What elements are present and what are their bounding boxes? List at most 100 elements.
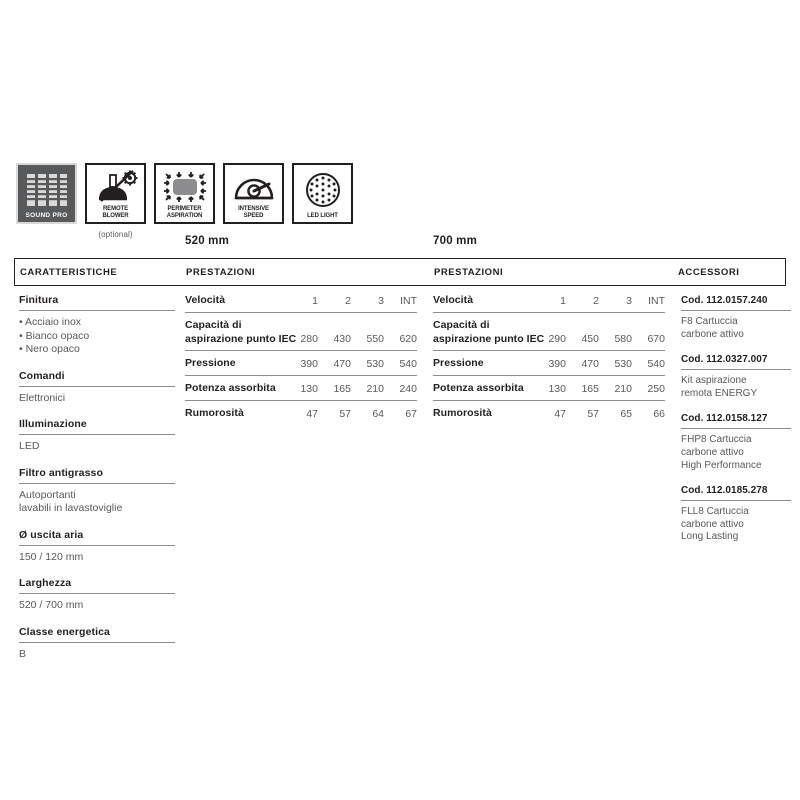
perf-value: 580 bbox=[614, 332, 632, 345]
column-accessori: Cod. 112.0157.240 F8 Cartuccia carbone a… bbox=[681, 294, 791, 556]
perf-label: Velocità bbox=[185, 294, 226, 306]
accessory-code: Cod. 112.0158.127 bbox=[681, 412, 791, 430]
perf-row-velocita: Velocità 1 2 3 INT bbox=[185, 294, 417, 313]
badge-label: REMOTE BLOWER bbox=[89, 206, 142, 220]
accessory-line: FLL8 Cartuccia bbox=[681, 506, 749, 518]
perf-value: 47 bbox=[554, 407, 566, 420]
perf-label: Potenza assorbita bbox=[433, 382, 524, 394]
perimeter-arrows-icon bbox=[158, 168, 211, 206]
width-caption-520: 520 mm bbox=[185, 235, 230, 247]
column-caratteristiche: Finitura • Acciaio inox • Bianco opaco •… bbox=[19, 294, 175, 674]
spec-line: • Acciaio inox bbox=[19, 316, 82, 328]
perf-value: 3 bbox=[378, 294, 384, 307]
perf-label: Potenza assorbita bbox=[185, 382, 276, 394]
spec-heading: Ø uscita aria bbox=[19, 529, 175, 546]
perf-value: 620 bbox=[399, 332, 417, 345]
badge-label: INTENSIVE SPEED bbox=[227, 206, 280, 220]
badge-optional-note: (optional) bbox=[98, 230, 133, 239]
accessory-code: Cod. 112.0157.240 bbox=[681, 294, 791, 311]
badge-led-light: LED LIGHT bbox=[292, 163, 353, 230]
accessory-line: carbone attivo bbox=[681, 446, 744, 458]
accessory-line: FHP8 Cartuccia bbox=[681, 434, 752, 446]
sound-pro-badge: SOUND PRO bbox=[16, 163, 77, 224]
perf-values: 1 2 3 INT bbox=[285, 295, 417, 309]
spec-filtro-antigrasso: Filtro antigrasso Autoportanti lavabili … bbox=[19, 467, 175, 516]
header-accessori: ACCESSORI bbox=[678, 267, 740, 278]
perf-row-capacita: Capacità di aspirazione punto IEC 280 43… bbox=[185, 319, 417, 351]
spec-body: LED bbox=[19, 440, 175, 454]
spec-line: lavabili in lavastoviglie bbox=[19, 502, 123, 514]
spec-heading: Classe energetica bbox=[19, 626, 175, 643]
perf-value: 130 bbox=[300, 382, 318, 395]
spec-line: • Bianco opaco bbox=[19, 329, 90, 342]
perf-value: 57 bbox=[587, 407, 599, 420]
perimeter-aspiration-badge: PERIMETER ASPIRATION bbox=[154, 163, 215, 224]
accessory-description: Kit aspirazione remota ENERGY bbox=[681, 375, 791, 400]
perf-row-pressione: Pressione 390 470 530 540 bbox=[185, 357, 417, 376]
spec-line: Autoportanti bbox=[19, 488, 76, 501]
accessory-code: Cod. 112.0185.278 bbox=[681, 484, 791, 502]
equalizer-icon bbox=[20, 168, 73, 213]
accessory-description: FLL8 Cartuccia carbone attivo Long Lasti… bbox=[681, 506, 791, 544]
accessory-item: Cod. 112.0157.240 F8 Cartuccia carbone a… bbox=[681, 294, 791, 341]
perf-value: 390 bbox=[548, 357, 566, 370]
perf-label: Pressione bbox=[433, 357, 484, 369]
badge-label: SOUND PRO bbox=[25, 211, 68, 219]
column-prestazioni-700: Velocità 1 2 3 INT Capacità di aspirazio… bbox=[433, 294, 665, 431]
hood-with-gear-icon bbox=[89, 168, 142, 206]
perf-value: 530 bbox=[614, 357, 632, 370]
spec-heading: Filtro antigrasso bbox=[19, 467, 175, 484]
perf-value: 550 bbox=[366, 332, 384, 345]
spec-body: Autoportanti lavabili in lavastoviglie bbox=[19, 489, 175, 516]
badge-sound-pro: SOUND PRO bbox=[16, 163, 77, 230]
spec-body: 150 / 120 mm bbox=[19, 551, 175, 565]
perf-value: 210 bbox=[366, 382, 384, 395]
perf-values: 47 57 64 67 bbox=[285, 408, 417, 422]
perf-label: Rumorosità bbox=[185, 407, 244, 419]
perf-values: 290 450 580 670 bbox=[533, 333, 665, 347]
perf-value: 64 bbox=[372, 407, 384, 420]
intensive-speed-badge: INTENSIVE SPEED bbox=[223, 163, 284, 224]
perf-value: 1 bbox=[560, 294, 566, 307]
led-light-badge: LED LIGHT bbox=[292, 163, 353, 224]
accessory-line: Long Lasting bbox=[681, 531, 739, 543]
perf-value: 3 bbox=[626, 294, 632, 307]
spec-body: B bbox=[19, 648, 175, 662]
perf-value: 530 bbox=[366, 357, 384, 370]
spec-line: LED bbox=[19, 440, 40, 452]
accessory-item: Cod. 112.0327.007 Kit aspirazione remota… bbox=[681, 353, 791, 400]
perf-value: 66 bbox=[653, 407, 665, 420]
accessory-line: F8 Cartuccia bbox=[681, 316, 738, 327]
accessory-line: High Performance bbox=[681, 459, 762, 471]
perf-value: 390 bbox=[300, 357, 318, 370]
spec-heading: Larghezza bbox=[19, 577, 175, 594]
perf-value: 470 bbox=[333, 357, 351, 370]
perf-value: 67 bbox=[405, 407, 417, 420]
perf-value: 540 bbox=[399, 357, 417, 370]
header-prestazioni-520: PRESTAZIONI bbox=[186, 267, 256, 278]
spec-body: • Acciaio inox • Bianco opaco • Nero opa… bbox=[19, 316, 175, 357]
perf-value: 210 bbox=[614, 382, 632, 395]
width-caption-700: 700 mm bbox=[433, 235, 478, 247]
remote-blower-badge: REMOTE BLOWER bbox=[85, 163, 146, 224]
perf-label: Capacità di aspirazione punto IEC bbox=[433, 319, 545, 345]
accessory-line: Kit aspirazione bbox=[681, 375, 747, 387]
perf-value: 57 bbox=[339, 407, 351, 420]
perf-value: 165 bbox=[333, 382, 351, 395]
perf-value: 65 bbox=[620, 407, 632, 420]
spec-uscita-aria: Ø uscita aria 150 / 120 mm bbox=[19, 529, 175, 565]
perf-label: Velocità bbox=[433, 294, 474, 306]
accessory-code: Cod. 112.0327.007 bbox=[681, 353, 791, 371]
spec-line: Elettronici bbox=[19, 391, 66, 404]
perf-value: 470 bbox=[581, 357, 599, 370]
perf-value: 165 bbox=[581, 382, 599, 395]
spec-heading: Finitura bbox=[19, 294, 175, 311]
perf-value: 130 bbox=[548, 382, 566, 395]
badge-remote-blower: REMOTE BLOWER (optional) bbox=[85, 163, 146, 239]
spec-body: 520 / 700 mm bbox=[19, 599, 175, 613]
perf-values: 390 470 530 540 bbox=[533, 358, 665, 372]
perf-value: 250 bbox=[647, 382, 665, 395]
perf-values: 47 57 65 66 bbox=[533, 408, 665, 422]
perf-values: 130 165 210 240 bbox=[285, 383, 417, 397]
